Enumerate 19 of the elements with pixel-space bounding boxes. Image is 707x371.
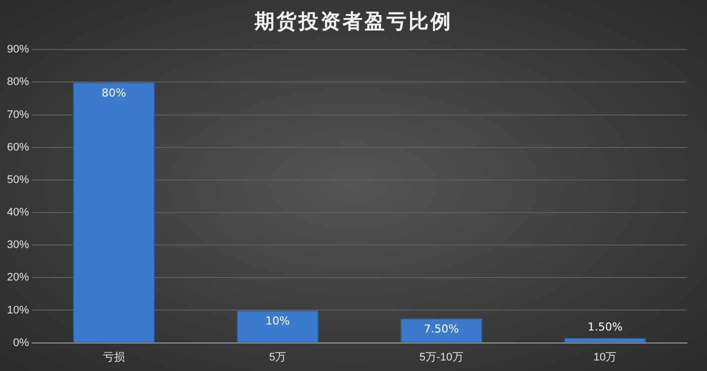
chart-title: 期货投资者盈亏比例 (254, 10, 454, 35)
y-tick-label: 40% (6, 206, 30, 219)
data-label: 7.50% (424, 322, 459, 336)
data-label: 80% (102, 86, 126, 100)
y-tick-label: 80% (6, 76, 30, 88)
x-tick-label: 亏损 (102, 351, 125, 364)
x-tick-label: 5万 (269, 351, 286, 364)
y-tick-label: 60% (6, 141, 30, 154)
y-tick-label: 90% (6, 44, 30, 56)
x-tick-label: 10万 (594, 351, 617, 364)
y-tick-label: 20% (6, 272, 30, 284)
y-tick-label: 70% (6, 108, 30, 121)
y-tick-label: 0% (13, 336, 30, 349)
y-tick-label: 30% (6, 239, 30, 252)
x-tick-label: 5万-10万 (419, 351, 464, 364)
y-tick-label: 10% (6, 304, 30, 316)
data-label: 1.50% (588, 320, 623, 334)
y-tick-label: 50% (6, 174, 30, 186)
data-label: 10% (265, 314, 290, 328)
